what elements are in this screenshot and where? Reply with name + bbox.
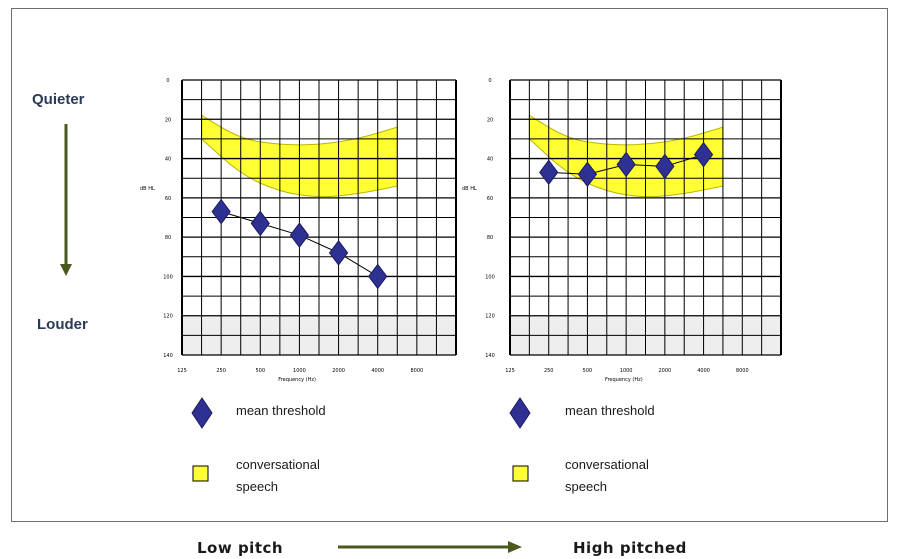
high-pitched-label: High pitched	[573, 539, 687, 557]
audiogram-right: 0 20 40 60 80 100 120 140 dB HL 125 250 500 1000 2000…	[462, 78, 782, 383]
y-tick-label: 120	[485, 314, 495, 320]
x-tick-label: 250	[544, 368, 554, 374]
y-tick-label: 0	[166, 78, 169, 84]
threshold-marker	[539, 159, 559, 186]
x-tick-label: 8000	[736, 368, 749, 374]
figure-frame	[11, 8, 888, 522]
legend-diamond-icon-right	[509, 397, 531, 429]
legend-mean-threshold-left: mean threshold	[236, 403, 326, 418]
legend-speech-right: speech	[565, 479, 607, 494]
audiogram-left: 0 20 40 60 80 100 120 140 dB HL 125 250 500 1000 2000…	[140, 78, 457, 383]
louder-label: Louder	[37, 316, 88, 333]
x-tick-label: 1000	[293, 368, 306, 374]
threshold-marker	[289, 222, 310, 249]
legend-conversational-left: conversational	[236, 457, 320, 472]
y-axis-label-left: dB HL	[140, 186, 155, 192]
threshold-marker	[328, 240, 349, 266]
legend-speech-left: speech	[236, 479, 278, 494]
threshold-marker	[577, 161, 598, 188]
threshold-marker	[211, 198, 231, 225]
x-tick-label: 125	[505, 368, 515, 374]
x-axis-label-right: Frequency (Hz)	[605, 377, 643, 383]
legend-conversational-right: conversational	[565, 457, 649, 472]
x-tick-label: 8000	[410, 368, 423, 374]
y-tick-label: 20	[487, 117, 493, 123]
y-tick-label: 100	[163, 274, 173, 280]
y-tick-label: 40	[487, 157, 493, 163]
legend-square-icon-left	[192, 465, 209, 482]
legend-square-icon-right	[512, 465, 529, 482]
x-tick-label: 250	[216, 368, 226, 374]
x-tick-label: 4000	[371, 368, 384, 374]
x-axis-label-left: Frequency (Hz)	[278, 377, 316, 383]
threshold-marker	[368, 263, 388, 290]
y-tick-label: 20	[165, 117, 171, 123]
x-tick-label: 4000	[697, 368, 710, 374]
legend-mean-threshold-right: mean threshold	[565, 403, 655, 418]
y-tick-label: 80	[487, 235, 493, 241]
y-tick-label: 120	[163, 314, 173, 320]
y-tick-label: 140	[163, 353, 173, 359]
y-tick-label: 60	[487, 196, 493, 202]
y-axis-label-right: dB HL	[462, 186, 477, 192]
x-tick-label: 500	[583, 368, 593, 374]
threshold-marker	[655, 153, 675, 180]
y-tick-label: 0	[488, 78, 491, 84]
y-tick-label: 40	[165, 157, 171, 163]
x-tick-label: 125	[177, 368, 187, 374]
low-pitch-label: Low pitch	[197, 539, 283, 557]
threshold-marker	[693, 141, 714, 168]
x-tick-label: 2000	[658, 368, 671, 374]
x-tick-label: 2000	[332, 368, 345, 374]
threshold-marker	[250, 210, 270, 237]
legend-diamond-icon-left	[191, 397, 213, 429]
quieter-label: Quieter	[32, 91, 85, 108]
x-tick-label: 1000	[620, 368, 633, 374]
y-tick-label: 100	[485, 274, 495, 280]
y-tick-label: 80	[165, 235, 171, 241]
threshold-marker	[616, 151, 636, 178]
pitch-arrow-head	[508, 541, 522, 553]
x-tick-label: 500	[256, 368, 266, 374]
y-tick-label: 60	[165, 196, 171, 202]
louder-arrow-head	[60, 264, 72, 276]
y-tick-label: 140	[485, 353, 495, 359]
